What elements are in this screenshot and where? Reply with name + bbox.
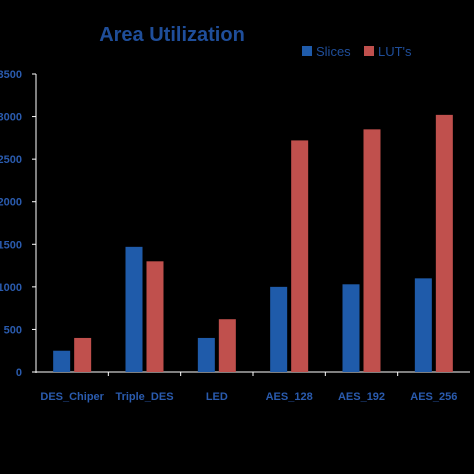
bar-slices-des-chiper (53, 350, 71, 372)
x-tick-label: LED (206, 391, 228, 403)
y-tick-label: 2000 (0, 197, 22, 209)
x-tick-label: Triple_DES (115, 391, 173, 403)
y-tick-label: 3000 (0, 112, 22, 124)
x-tick-label: AES_128 (266, 391, 313, 403)
x-tick-label: DES_Chiper (40, 391, 104, 403)
x-tick-label: AES_256 (410, 391, 457, 403)
y-tick-label: 0 (16, 367, 22, 379)
y-tick-label: 1500 (0, 239, 22, 251)
bar-luts-aes-128 (291, 140, 309, 372)
bar-slices-aes-128 (270, 286, 288, 372)
y-tick-label: 2500 (0, 154, 22, 166)
bar-slices-led (197, 337, 215, 372)
y-tick-label: 1000 (0, 282, 22, 294)
bar-luts-led (218, 319, 236, 372)
bar-slices-triple-des (125, 246, 143, 372)
legend-label-slices: Slices (316, 44, 351, 59)
bar-luts-aes-256 (435, 114, 453, 373)
chart-title: Area Utilization (99, 24, 245, 46)
bar-luts-triple-des (146, 261, 164, 372)
bar-luts-aes-192 (363, 129, 381, 372)
legend-swatch-luts (364, 46, 374, 56)
y-tick-label: 500 (4, 324, 22, 336)
legend-swatch-slices (302, 46, 312, 56)
plot-area: 0 500 1000 1500 2000 2500 3000 3500 DES_Chiper Tr… (0, 69, 470, 403)
bar-luts-des-chiper (74, 337, 92, 372)
bar-slices-aes-256 (414, 278, 432, 372)
x-tick-label: AES_192 (338, 391, 385, 403)
y-tick-label: 3500 (0, 69, 22, 81)
legend-label-luts: LUT's (378, 44, 412, 59)
legend: Slices LUT's (302, 44, 412, 59)
bar-slices-aes-192 (342, 284, 360, 372)
